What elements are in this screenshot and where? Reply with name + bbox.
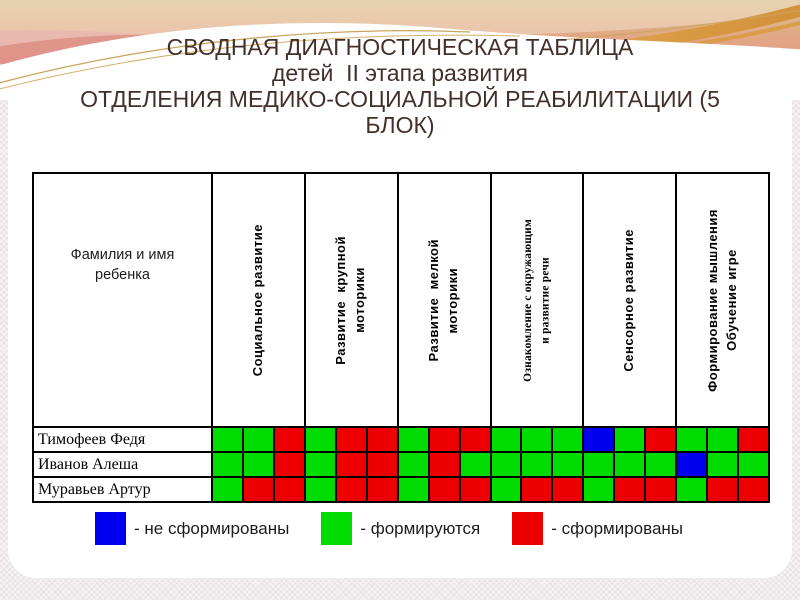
child-name-cell: Муравьев Артур: [34, 478, 211, 501]
status-cell: [584, 478, 614, 501]
status-cell: [398, 428, 428, 451]
table-header-col-2: Развитие крупной моторики: [305, 174, 397, 426]
table-header-col-3: Развитие мелкой моторики: [398, 174, 490, 426]
legend-swatch: [321, 512, 353, 545]
status-cell: [646, 453, 676, 476]
status-cell: [367, 428, 397, 451]
title-line-2: детей II этапа развития: [271, 60, 529, 86]
column-label: Социальное развитие: [249, 223, 265, 377]
title-line-3: ОТДЕЛЕНИЯ МЕДИКО-СОЦИАЛЬНОЙ РЕАБИЛИТАЦИИ…: [80, 86, 720, 112]
status-cell: [243, 478, 273, 501]
status-cell: [429, 478, 459, 501]
slide-title: СВОДНАЯ ДИАГНОСТИЧЕСКАЯ ТАБЛИЦА детей II…: [40, 34, 760, 138]
status-cell: [274, 478, 304, 501]
table-header-name: Фамилия и имя ребенка: [34, 174, 211, 426]
legend-label: - не сформированы: [134, 518, 290, 538]
column-label: Формирование мышления Обучение игре: [704, 208, 739, 392]
title-line-1: СВОДНАЯ ДИАГНОСТИЧЕСКАЯ ТАБЛИЦА: [166, 34, 634, 60]
status-cell: [305, 478, 335, 501]
status-cell: [367, 453, 397, 476]
status-cell: [615, 428, 645, 451]
status-cell: [460, 453, 490, 476]
status-cell: [398, 453, 428, 476]
status-cell: [615, 453, 645, 476]
status-cell: [213, 453, 242, 476]
status-cell: [739, 428, 768, 451]
status-cell: [677, 453, 707, 476]
header-decoration: [0, 0, 800, 100]
legend-item: - сформированы: [512, 512, 683, 545]
child-name-cell: Тимофеев Федя: [34, 428, 211, 451]
legend-swatch: [512, 512, 544, 545]
status-cell: [460, 478, 490, 501]
table-header-col-4: Ознакомление с окружающим и развитие реч…: [491, 174, 583, 426]
status-cell: [367, 478, 397, 501]
gold-line-1: [0, 30, 471, 84]
legend-label: - сформированы: [551, 518, 684, 538]
column-label: Развитие мелкой моторики: [426, 238, 461, 362]
legend-item: - не сформированы: [95, 512, 289, 545]
legend-item: - формируются: [321, 512, 480, 545]
status-cell: [708, 478, 738, 501]
status-cell: [646, 478, 676, 501]
status-cell: [553, 428, 583, 451]
gold-line-2: [0, 34, 521, 90]
status-cell: [274, 428, 304, 451]
status-cell: [522, 428, 552, 451]
status-cell: [522, 453, 552, 476]
status-cell: [615, 478, 645, 501]
status-cell: [213, 478, 242, 501]
column-label: Сенсорное развитие: [621, 228, 637, 372]
child-name-cell: Иванов Алеша: [34, 453, 211, 476]
status-cell: [677, 428, 707, 451]
table-header-col-6: Формирование мышления Обучение игре: [677, 174, 768, 426]
column-label: Развитие крупной моторики: [333, 235, 368, 365]
status-cell: [460, 428, 490, 451]
status-cell: [274, 453, 304, 476]
status-cell: [305, 428, 335, 451]
status-cell: [305, 453, 335, 476]
status-cell: [739, 453, 768, 476]
status-cell: [243, 428, 273, 451]
status-cell: [708, 453, 738, 476]
status-cell: [398, 478, 428, 501]
status-cell: [677, 478, 707, 501]
table-header-col-5: Сенсорное развитие: [584, 174, 676, 426]
status-cell: [213, 428, 242, 451]
status-cell: [491, 478, 521, 501]
status-cell: [584, 453, 614, 476]
table-header-col-1: Социальное развитие: [213, 174, 304, 426]
status-cell: [336, 453, 366, 476]
status-cell: [429, 453, 459, 476]
column-label: Ознакомление с окружающим и развитие реч…: [521, 218, 551, 382]
status-cell: [708, 428, 738, 451]
status-cell: [336, 428, 366, 451]
title-line-4: БЛОК): [365, 112, 435, 138]
status-cell: [522, 478, 552, 501]
status-cell: [336, 478, 366, 501]
diagnostic-table: Фамилия и имя ребенка Социальное развитие…: [32, 172, 770, 503]
legend: - не сформированы - формируются - сформиро…: [95, 512, 683, 545]
legend-label: - формируются: [360, 518, 481, 538]
white-wave: [0, 22, 800, 100]
status-cell: [553, 478, 583, 501]
status-cell: [243, 453, 273, 476]
status-cell: [491, 428, 521, 451]
status-cell: [584, 428, 614, 451]
status-cell: [491, 453, 521, 476]
gold-line-3: [559, 10, 800, 41]
status-cell: [646, 428, 676, 451]
status-cell: [553, 453, 583, 476]
status-cell: [429, 428, 459, 451]
white-swoosh: [0, 0, 800, 47]
status-cell: [739, 478, 768, 501]
legend-swatch: [95, 512, 126, 545]
